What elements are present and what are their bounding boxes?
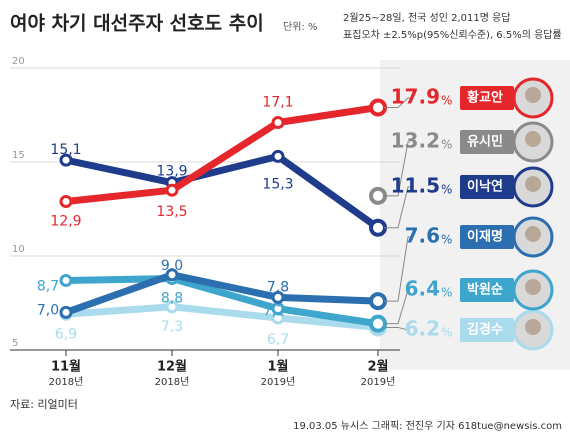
point (165, 300, 179, 314)
point (165, 268, 179, 282)
value-label: 6,9 (55, 326, 77, 342)
portrait-face (525, 226, 541, 242)
value-label: 7,2 (263, 304, 285, 320)
name-box (460, 130, 514, 154)
x-tick-year: 2019년 (261, 376, 296, 388)
point (369, 292, 387, 311)
connector (384, 97, 410, 108)
point (369, 218, 387, 237)
value-label: 6,7 (267, 332, 289, 348)
x-tick-year: 2018년 (155, 376, 190, 388)
end-value-label: 6.2 (405, 317, 440, 341)
value-label: 9,0 (161, 258, 183, 274)
point (271, 116, 285, 130)
end-value-label: 17.9 (391, 85, 440, 109)
end-value-label: 7.6 (405, 224, 440, 248)
value-label: 7,8 (267, 279, 289, 295)
connector (384, 141, 410, 197)
x-tick-year: 2019년 (361, 376, 396, 388)
footer: 19.03.05 뉴시스 그래픽: 전진우 기자 618tue@newsis.c… (293, 420, 562, 432)
y-tick-label: 5 (12, 338, 18, 349)
value-label: 17,1 (262, 95, 293, 111)
x-tick-label: 11월 (51, 359, 81, 375)
end-unit: % (441, 94, 452, 108)
value-label: 13,5 (156, 204, 187, 220)
name-box (460, 225, 514, 249)
end-unit: % (441, 326, 452, 340)
value-label: 15,1 (50, 142, 81, 158)
point (59, 305, 73, 319)
point (271, 149, 285, 163)
series-line (65, 152, 381, 231)
end-value-label: 13.2 (391, 129, 440, 153)
note: 표집오차 ±2.5%p(95%신뢰수준), 6.5%의 응답률 (343, 29, 562, 41)
end-unit: % (441, 183, 452, 197)
y-tick-label: 10 (12, 244, 25, 255)
name-box (460, 175, 514, 199)
series-line (65, 275, 379, 328)
legend-label: 이재명 (467, 229, 503, 245)
unit-label: 단위: % (283, 20, 317, 33)
point (59, 194, 73, 208)
series-line (65, 104, 379, 205)
value-label: 7,3 (161, 319, 183, 335)
point (271, 290, 285, 304)
x-tick-label: 12월 (157, 359, 187, 375)
end-value-label: 6.4 (405, 277, 440, 301)
point (165, 183, 179, 197)
x-tick-label: 2월 (367, 359, 388, 375)
connector (384, 236, 410, 302)
y-tick-label: 15 (12, 150, 25, 161)
end-unit: % (441, 233, 452, 247)
portrait-face (525, 131, 541, 147)
point (59, 273, 73, 287)
name-box (460, 278, 514, 302)
name-box (460, 86, 514, 110)
connector (384, 186, 410, 229)
legend-label: 김경수 (467, 322, 503, 338)
series-line (65, 303, 379, 331)
end-unit: % (441, 138, 452, 152)
legend-label: 황교안 (467, 90, 503, 106)
point (59, 153, 73, 167)
note: 2월25~28일, 전국 성인 2,011명 응답 (343, 12, 511, 24)
connector (384, 326, 410, 331)
end-value-label: 11.5 (391, 174, 440, 198)
legend-label: 유시민 (467, 134, 503, 150)
name-box (460, 318, 514, 342)
portrait-face (525, 279, 541, 295)
end-unit: % (441, 286, 452, 300)
value-label: 12,9 (50, 213, 81, 229)
portrait-face (525, 87, 541, 103)
value-label: 13,9 (156, 164, 187, 180)
x-tick-year: 2018년 (49, 376, 84, 388)
point (369, 98, 387, 117)
value-label: 8,7 (37, 278, 59, 294)
point (369, 314, 387, 333)
chart-title: 여야 차기 대선주자 선호도 추이 (10, 13, 264, 35)
portrait-face (525, 319, 541, 335)
value-label: 15,3 (262, 176, 293, 192)
y-tick-label: 20 (12, 56, 25, 67)
point (369, 186, 387, 205)
series-line (64, 271, 379, 316)
legend-label: 박원순 (467, 282, 503, 298)
value-label: 8,8 (161, 291, 183, 307)
x-tick-label: 1월 (267, 359, 288, 375)
source: 자료: 리얼미터 (10, 397, 78, 411)
value-label: 7,0 (37, 302, 59, 318)
connector (384, 289, 410, 325)
legend-label: 이낙연 (467, 179, 503, 195)
portrait-face (525, 176, 541, 192)
